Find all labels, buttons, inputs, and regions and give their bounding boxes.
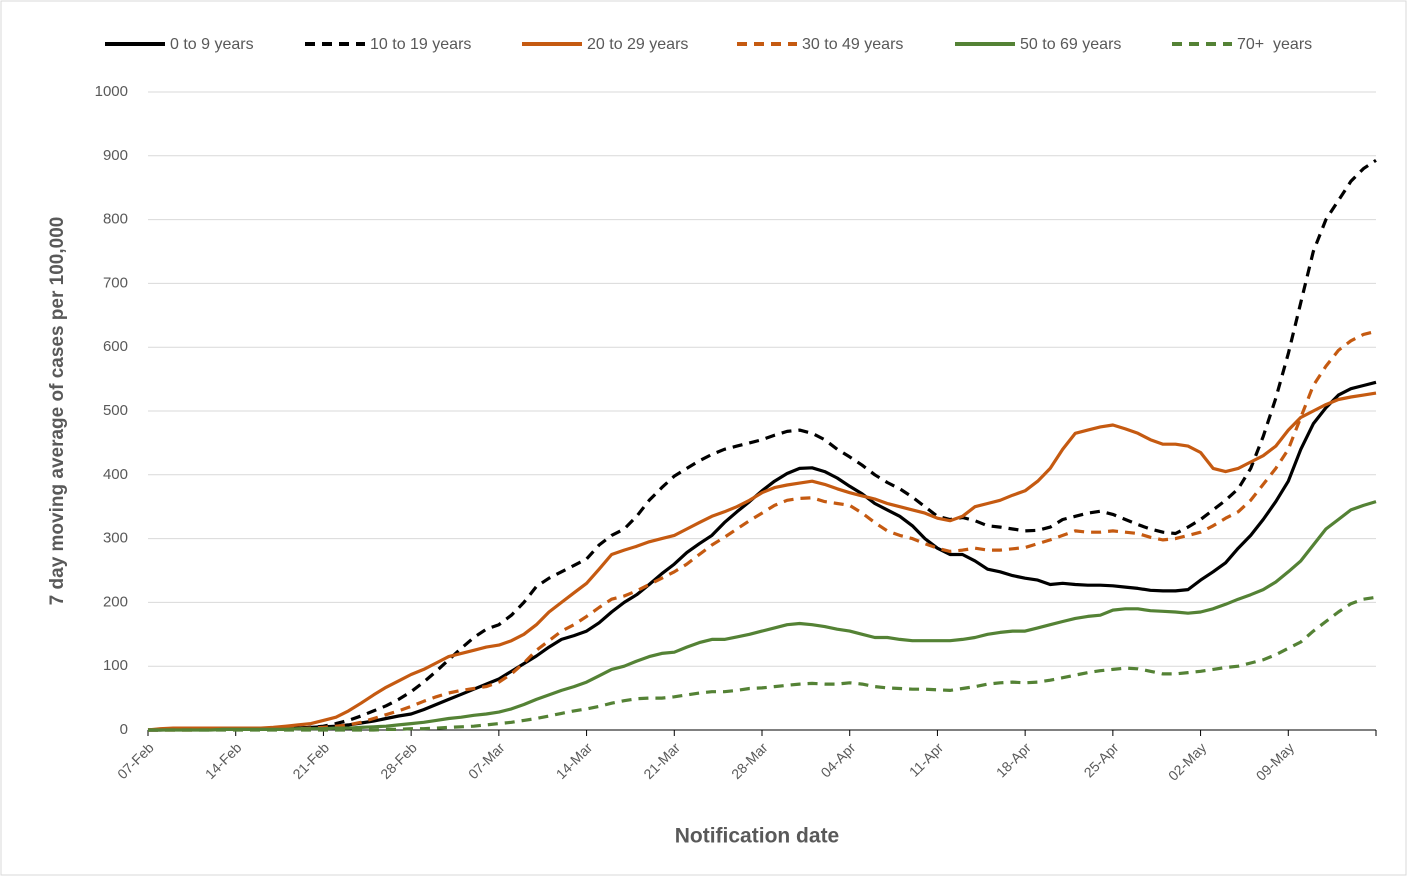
legend-label: 20 to 29 years	[587, 36, 688, 53]
y-axis-title: 7 day moving average of cases per 100,00…	[47, 217, 68, 606]
y-tick-label: 100	[103, 657, 128, 674]
legend-label: 50 to 69 years	[1020, 36, 1121, 53]
legend-label: 70+ years	[1237, 36, 1312, 53]
y-tick-label: 600	[103, 338, 128, 355]
y-tick-label: 700	[103, 274, 128, 291]
y-tick-label: 400	[103, 466, 128, 483]
y-tick-label: 200	[103, 593, 128, 610]
series-line	[148, 158, 1377, 732]
y-tick-label: 800	[103, 211, 128, 228]
series-line	[148, 500, 1377, 732]
legend-label: 30 to 49 years	[802, 36, 903, 53]
legend-label: 10 to 19 years	[370, 36, 471, 53]
y-tick-label: 900	[103, 147, 128, 164]
y-tick-label: 500	[103, 402, 128, 419]
y-tick-label: 0	[120, 721, 128, 738]
x-axis-title: Notification date	[675, 825, 840, 848]
series-line	[148, 329, 1377, 732]
legend-label: 0 to 9 years	[170, 36, 254, 53]
y-tick-label: 1000	[95, 83, 128, 100]
y-tick-label: 300	[103, 530, 128, 547]
series-line	[147, 391, 1377, 732]
series-line	[148, 595, 1377, 732]
